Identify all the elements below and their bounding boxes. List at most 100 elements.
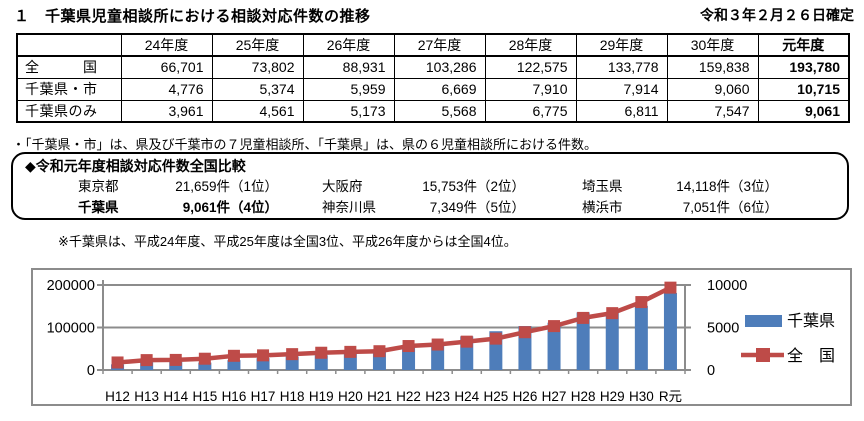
line-marker-H14	[169, 353, 182, 366]
cell: 73,802	[211, 55, 304, 79]
bar-H27	[547, 322, 561, 370]
x-axis-label: H25	[483, 389, 508, 404]
trend-chart: 0 100000 200000 0 5000 10000 H12 H13 H14 H15 H16 H1…	[31, 268, 852, 406]
cell: 159,838	[666, 55, 759, 79]
legend-label-chiba: 千葉県	[787, 312, 835, 330]
cell: 6,811	[575, 99, 668, 123]
cell: 5,568	[393, 99, 486, 123]
row-label: 全 国	[16, 55, 122, 79]
trend-chart-svg: 0 100000 200000 0 5000 10000 H12 H13 H14 H15 H16 H1…	[31, 268, 852, 406]
table-header-fy27: 27年度	[393, 33, 486, 57]
row-label: 千葉県・市	[16, 77, 122, 101]
cell: 4,776	[120, 77, 213, 101]
comparison-entry-kanagawa: 神奈川県 7,349件（5位）	[322, 198, 525, 220]
x-axis-label: H19	[309, 389, 334, 404]
line-marker-H15	[198, 352, 211, 365]
consultation-stats-table: 24年度 25年度 26年度 27年度 28年度 29年度 30年度 元年度 全…	[16, 33, 850, 123]
table-header-fy29: 29年度	[575, 33, 668, 57]
table-row-national: 全 国 66,701 73,802 88,931 103,286 122,575…	[16, 55, 850, 79]
cell: 7,547	[666, 99, 759, 123]
left-axis-label: 200000	[47, 278, 95, 294]
line-marker-H13	[140, 354, 153, 367]
bar-R元	[663, 292, 677, 370]
cell: 133,778	[575, 55, 668, 79]
cell: 5,173	[302, 99, 395, 123]
x-axis-label: H21	[367, 389, 392, 404]
cell: 9,060	[666, 77, 759, 101]
legend-line-marker	[756, 348, 770, 362]
table-header-blank	[16, 33, 122, 57]
x-axis-label: H22	[396, 389, 421, 404]
line-marker-R元	[664, 281, 677, 294]
comparison-heading: ◆令和元年度相談対応件数全国比較	[25, 158, 246, 174]
line-marker-H27	[548, 320, 561, 333]
cell: 193,780	[757, 55, 850, 79]
confirmation-date: 令和３年２月２６日確定	[700, 7, 854, 23]
cell: 122,575	[484, 55, 577, 79]
x-axis-label: H29	[600, 389, 625, 404]
cell: 5,959	[302, 77, 395, 101]
comparison-entry-yokohama: 横浜市 7,051件（6位）	[582, 198, 778, 220]
cell: 6,669	[393, 77, 486, 101]
line-marker-H28	[577, 311, 590, 324]
right-axis-label: 0	[707, 363, 715, 379]
table-header-fy30: 30年度	[666, 33, 759, 57]
x-axis-label: H27	[542, 389, 567, 404]
left-axis-label: 0	[87, 363, 95, 379]
cell: 3,961	[120, 99, 213, 123]
line-marker-H12	[111, 356, 124, 369]
line-marker-H24	[460, 335, 473, 348]
x-axis-label: H20	[338, 389, 363, 404]
x-axis-label: H15	[192, 389, 217, 404]
left-axis-label: 100000	[47, 321, 95, 337]
line-marker-H23	[431, 338, 444, 351]
pref-value: 14,118件（3位）	[676, 179, 778, 194]
pref-name: 東京都	[78, 179, 119, 194]
line-marker-H30	[635, 296, 648, 309]
pref-value: 7,051件（6位）	[682, 200, 778, 215]
table-header-fy25: 25年度	[211, 33, 304, 57]
comparison-row-2: 千葉県 9,061件（4位） 神奈川県 7,349件（5位） 横浜市 7,051…	[78, 198, 847, 220]
x-axis-label: H24	[454, 389, 479, 404]
cell: 66,701	[120, 55, 213, 79]
x-axis-label: H16	[222, 389, 247, 404]
table-row-chiba-pref-city: 千葉県・市 4,776 5,374 5,959 6,669 7,910 7,91…	[16, 77, 850, 101]
cell: 103,286	[393, 55, 486, 79]
ranking-footnote: ※千葉県は、平成24年度、平成25年度は全国3位、平成26年度からは全国4位。	[58, 234, 517, 249]
bar-H30	[634, 305, 648, 370]
line-marker-H29	[606, 307, 619, 320]
line-marker-H25	[489, 332, 502, 345]
cell: 4,561	[211, 99, 304, 123]
comparison-row-1: 東京都 21,659件（1位） 大阪府 15,753件（2位） 埼玉県 14,1…	[78, 177, 847, 197]
comparison-entry-saitama: 埼玉県 14,118件（3位）	[582, 177, 778, 197]
cell: 5,374	[211, 77, 304, 101]
line-marker-H17	[257, 349, 270, 362]
page-title: １ 千葉県児童相談所における相談対応件数の推移	[14, 8, 371, 25]
cell: 9,061	[757, 99, 850, 123]
x-axis-label: H30	[629, 389, 654, 404]
x-axis-label: H28	[571, 389, 596, 404]
x-axis-label: H26	[513, 389, 538, 404]
x-axis-label: H12	[105, 389, 130, 404]
table-header-fy24: 24年度	[120, 33, 213, 57]
line-marker-H26	[518, 326, 531, 339]
cell: 88,931	[302, 55, 395, 79]
line-marker-H19	[315, 346, 328, 359]
bar-H13	[140, 362, 154, 370]
title-bar: １ 千葉県児童相談所における相談対応件数の推移 令和３年２月２６日確定	[14, 5, 858, 26]
x-axis-label: H17	[251, 389, 276, 404]
cell: 7,910	[484, 77, 577, 101]
pref-name: 神奈川県	[322, 200, 376, 215]
pref-value: 9,061件（4位）	[182, 200, 278, 215]
x-axis-label: R元	[659, 389, 682, 404]
line-marker-H18	[286, 348, 299, 361]
comparison-entry-tokyo: 東京都 21,659件（1位）	[78, 177, 278, 197]
comparison-entry-osaka: 大阪府 15,753件（2位）	[322, 177, 525, 197]
table-header-fy26: 26年度	[302, 33, 395, 57]
right-axis-label: 5000	[707, 321, 739, 337]
bar-H17	[256, 358, 270, 370]
line-marker-H22	[402, 340, 415, 353]
legend-bar-swatch	[745, 315, 782, 327]
table-row-chiba-pref-only: 千葉県のみ 3,961 4,561 5,173 5,568 6,775 6,81…	[16, 99, 850, 123]
row-label: 千葉県のみ	[16, 99, 122, 123]
